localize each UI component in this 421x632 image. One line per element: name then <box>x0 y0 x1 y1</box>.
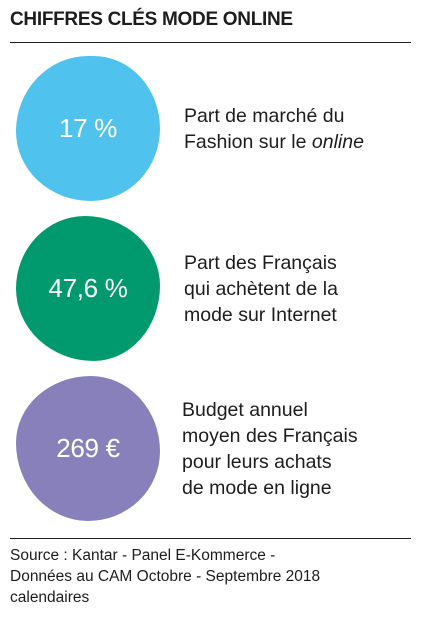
kpi-description: Part des Français qui achètent de la mod… <box>184 216 409 361</box>
kpi-blob-blue: 17 % <box>16 56 160 201</box>
kpi-description-line: moyen des Français <box>182 424 358 447</box>
kpi-description: Part de marché du Fashion sur le online <box>184 56 409 201</box>
top-divider <box>10 42 411 43</box>
kpi-value: 17 % <box>58 113 118 143</box>
kpi-description-line: pour leurs achats <box>182 450 332 473</box>
kpi-description: Budget annuel moyen des Français pour le… <box>182 376 407 521</box>
kpi-value: 269 € <box>56 433 120 463</box>
kpi-description-line: mode sur Internet <box>184 303 337 326</box>
kpi-annual-budget: 269 € Budget annuel moyen des Français p… <box>16 376 411 526</box>
source-line: Source : Kantar - Panel E-Kommerce - <box>10 547 276 564</box>
kpi-market-share: 17 % Part de marché du Fashion sur le on… <box>16 56 411 206</box>
kpi-description-line: Fashion sur le online <box>184 130 364 153</box>
kpi-description-line: Part de marché du <box>184 104 345 127</box>
source-line: Données au CAM Octobre - Septembre 2018 <box>10 568 321 585</box>
infographic-title: CHIFFRES CLÉS MODE ONLINE <box>10 9 293 30</box>
kpi-blob-green: 47,6 % <box>16 216 160 361</box>
kpi-value: 47,6 % <box>48 273 128 303</box>
kpi-blob-purple: 269 € <box>16 376 160 521</box>
source-note: Source : Kantar - Panel E-Kommerce - Don… <box>10 545 415 608</box>
kpi-online-buyers: 47,6 % Part des Français qui achètent de… <box>16 216 411 366</box>
kpi-description-line: Part des Français <box>184 251 337 274</box>
source-line: calendaires <box>10 589 90 606</box>
kpi-description-line: Budget annuel <box>182 398 308 421</box>
kpi-description-line: qui achètent de la <box>184 277 338 300</box>
bottom-divider <box>10 538 411 539</box>
kpi-description-line: de mode en ligne <box>182 476 332 499</box>
